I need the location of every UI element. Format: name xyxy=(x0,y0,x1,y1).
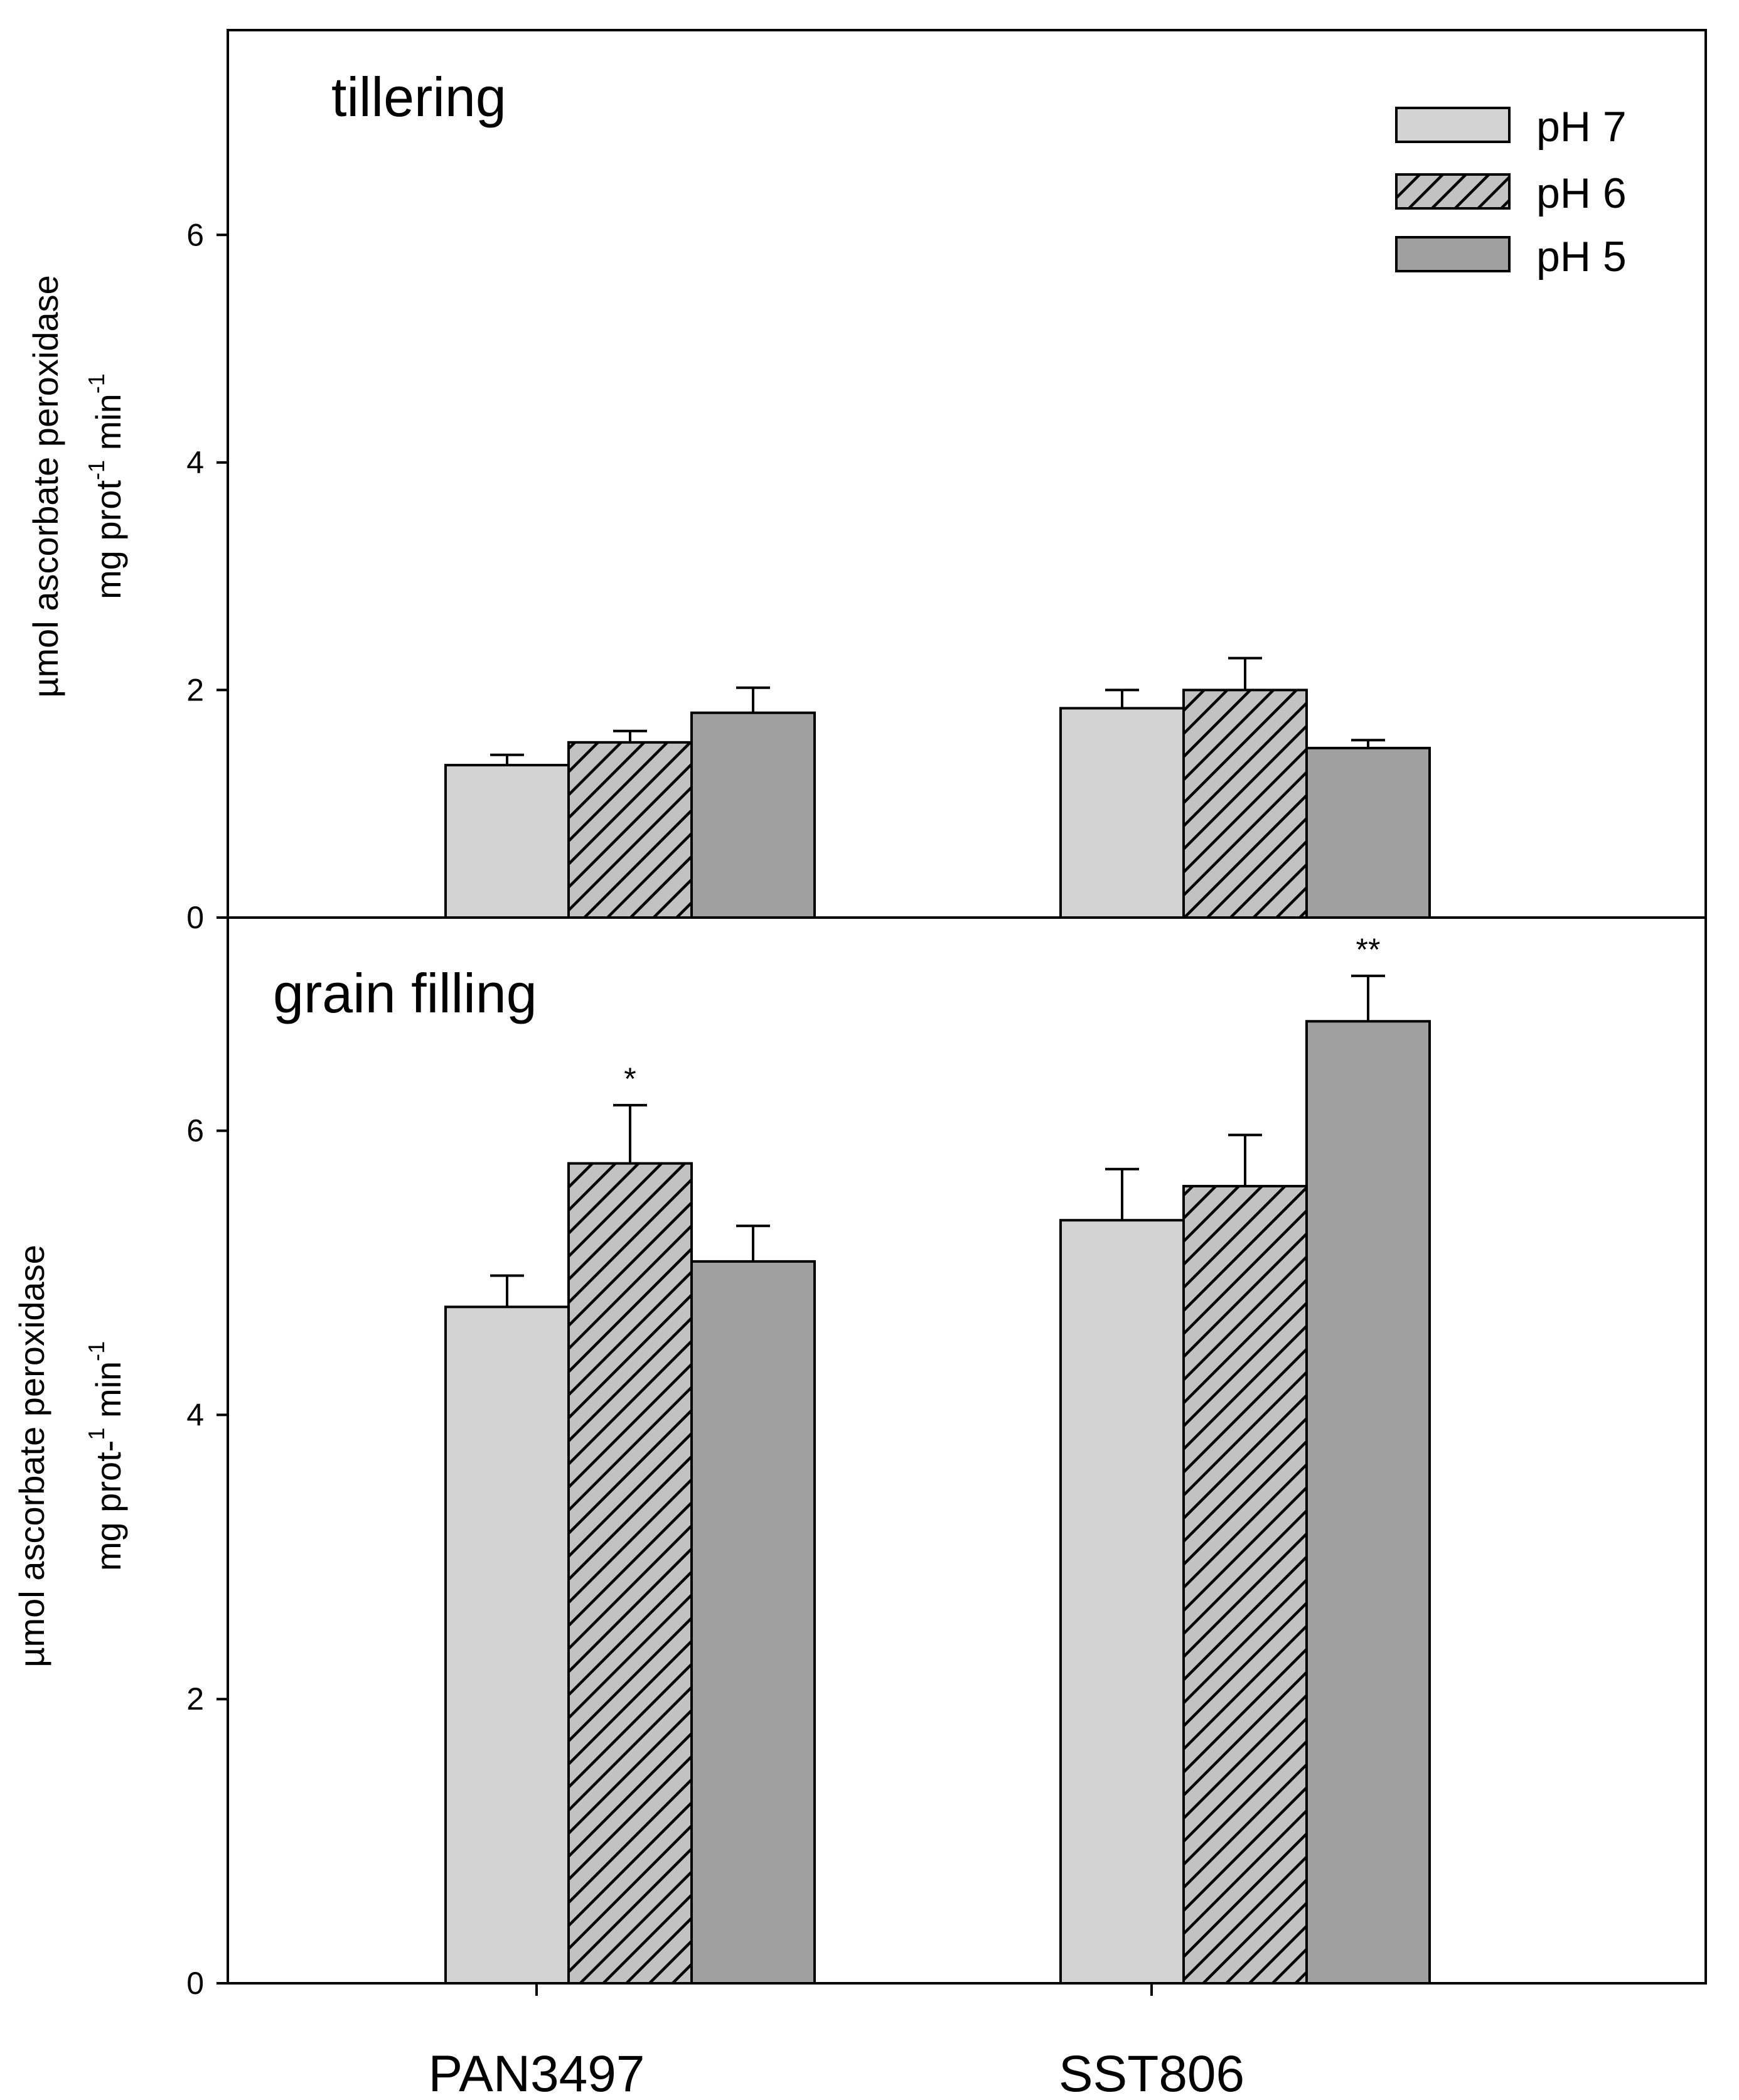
error-bar-tillering-pan3497-ph-6 xyxy=(613,729,647,742)
y-tick-label-grain-filling-4: 4 xyxy=(186,1397,204,1432)
panel-title-grain-filling: grain filling xyxy=(273,962,537,1024)
bar-grain-filling-sst806-ph-7 xyxy=(1059,1219,1185,1985)
bar-grain-filling-pan3497-ph-7 xyxy=(444,1305,570,1985)
legend-swatch-ph7 xyxy=(1395,107,1511,143)
y-axis-label-bottom: µmol ascorbate peroxidase mg prot-1 min-… xyxy=(12,1245,128,1668)
error-bar-grain-filling-pan3497-ph-7 xyxy=(490,1274,524,1307)
y-axis-label-top-line2: mg prot-1 min-1 xyxy=(83,373,128,599)
legend-swatch-ph6 xyxy=(1395,173,1511,210)
y-tick-label-tillering-6: 6 xyxy=(186,217,204,252)
y-axis-label-top-line1: µmol ascorbate peroxidase xyxy=(26,275,65,698)
error-bar-grain-filling-sst806-ph-6 xyxy=(1228,1133,1262,1186)
bar-tillering-pan3497-ph-7 xyxy=(444,764,570,919)
bar-grain-filling-pan3497-ph-5 xyxy=(690,1260,816,1985)
y-axis-label-bottom-line2: mg prot-1 min-1 xyxy=(83,1341,128,1571)
legend-label-ph7: pH 7 xyxy=(1536,103,1627,151)
y-tick-label-grain-filling-2: 2 xyxy=(186,1681,204,1717)
error-bar-tillering-sst806-ph-6 xyxy=(1228,656,1262,690)
bar-tillering-pan3497-ph-5 xyxy=(690,711,816,919)
panel-tillering: 0 2 4 6 xyxy=(186,29,1707,935)
y-axis-label-top: µmol ascorbate peroxidase mg prot-1 min-… xyxy=(26,275,128,698)
bar-tillering-sst806-ph-7 xyxy=(1059,707,1185,919)
error-bar-tillering-pan3497-ph-5 xyxy=(736,686,770,713)
bar-tillering-sst806-ph-5 xyxy=(1305,746,1431,919)
error-bar-grain-filling-sst806-ph-7 xyxy=(1105,1167,1139,1221)
legend: pH 7 pH 6 pH 5 xyxy=(1395,103,1627,281)
legend-label-ph6: pH 6 xyxy=(1536,169,1627,217)
error-bar-tillering-sst806-ph-5 xyxy=(1351,739,1385,748)
y-tick-label-tillering-4: 4 xyxy=(186,445,204,480)
error-bar-grain-filling-pan3497-ph-5 xyxy=(736,1224,770,1262)
y-tick-label-grain-filling-6: 6 xyxy=(186,1113,204,1149)
error-bar-grain-filling-sst806-ph-5 xyxy=(1351,974,1385,1022)
bar-grain-filling-sst806-ph-6 xyxy=(1182,1184,1308,1985)
legend-label-ph5: pH 5 xyxy=(1536,233,1627,281)
legend-swatch-ph5 xyxy=(1395,236,1511,272)
bar-grain-filling-sst806-ph-5 xyxy=(1305,1020,1431,1985)
bar-grain-filling-pan3497-ph-6 xyxy=(567,1162,693,1985)
y-axis-label-bottom-line1: µmol ascorbate peroxidase xyxy=(12,1245,51,1668)
error-bar-grain-filling-pan3497-ph-6 xyxy=(613,1103,647,1164)
panel-title-tillering: tillering xyxy=(331,66,506,128)
y-tick-label-tillering-2: 2 xyxy=(186,672,204,707)
y-tick-label-tillering-0: 0 xyxy=(186,900,204,935)
error-bar-tillering-pan3497-ph-7 xyxy=(490,753,524,766)
bar-tillering-sst806-ph-6 xyxy=(1182,688,1308,919)
bar-tillering-pan3497-ph-6 xyxy=(567,741,693,919)
significance-marker-grain-filling-sst806-ph-5: ** xyxy=(1356,932,1381,967)
y-tick-label-grain-filling-0: 0 xyxy=(186,1966,204,2001)
significance-marker-grain-filling-pan3497-ph-6: * xyxy=(624,1061,636,1096)
error-bar-tillering-sst806-ph-7 xyxy=(1105,688,1139,709)
category-label-pan3497: PAN3497 xyxy=(429,2045,645,2100)
plot-frame-grain-filling xyxy=(227,916,1707,1985)
category-label-sst806: SST806 xyxy=(1059,2045,1244,2100)
